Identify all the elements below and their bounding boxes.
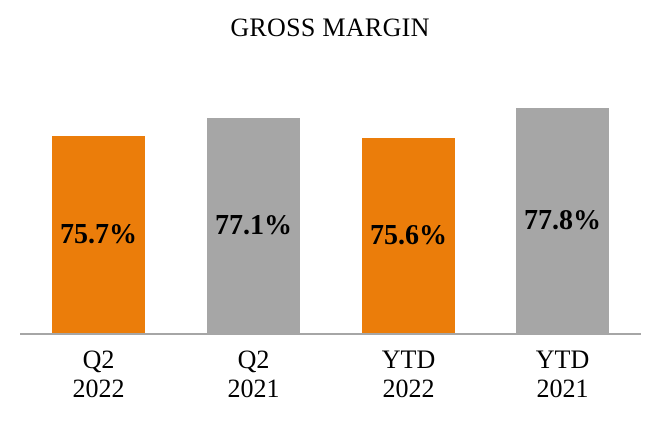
tick-year-label: 2021 [536, 374, 589, 403]
x-axis-tick-label: Q2 2021 [187, 345, 320, 403]
bar-value-label: 75.6% [370, 220, 447, 251]
tick-period-label: Q2 [237, 345, 270, 374]
bar-value-label: 77.1% [215, 210, 292, 241]
x-axis-line [20, 333, 641, 335]
bar: 75.7% [52, 136, 145, 334]
bar: 75.6% [362, 138, 455, 334]
tick-year-label: 2022 [382, 374, 435, 403]
tick-period-label: YTD [535, 345, 590, 374]
bar: 77.8% [516, 108, 609, 334]
tick-year-label: 2021 [227, 374, 280, 403]
tick-year-label: 2022 [72, 374, 125, 403]
x-axis-tick-label: YTD 2021 [496, 345, 629, 403]
bar: 77.1% [207, 118, 300, 334]
tick-period-label: YTD [381, 345, 436, 374]
bar-value-label: 77.8% [524, 205, 601, 236]
x-axis-tick-label: YTD 2022 [342, 345, 475, 403]
tick-period-label: Q2 [82, 345, 115, 374]
bar-value-label: 75.7% [60, 219, 137, 250]
chart-title: GROSS MARGIN [230, 13, 430, 42]
x-axis-tick-label: Q2 2022 [32, 345, 165, 403]
